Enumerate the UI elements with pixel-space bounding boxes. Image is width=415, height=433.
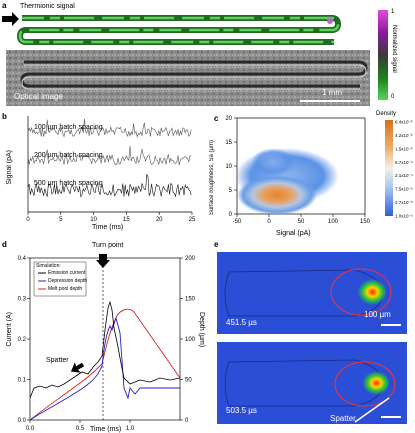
colorbar-max: 1 bbox=[391, 9, 395, 15]
x-tick-label: 50 bbox=[298, 219, 305, 225]
panel-d-xlabel: Time (ms) bbox=[90, 426, 122, 433]
scale-bar-line bbox=[300, 100, 360, 102]
panel-c-xlabel: Signal (pA) bbox=[276, 230, 311, 237]
scale-bar-e bbox=[381, 324, 401, 326]
x-tick-label: -50 bbox=[233, 219, 242, 225]
panel-b-xlabel: Time (ms) bbox=[92, 224, 124, 231]
colorbar-tick-label: 7.5x10⁻⁵ bbox=[395, 187, 413, 192]
colorbar-tick-label: 1.0x10⁻⁵ bbox=[395, 214, 413, 219]
y-tick-label-left: 0.3 bbox=[18, 297, 27, 303]
colorbar-min: 0 bbox=[391, 94, 395, 100]
spatter-pointer-line bbox=[354, 397, 390, 423]
series-line-500um bbox=[27, 174, 192, 198]
series-label-100um: 100 µm hatch spacing bbox=[34, 124, 103, 131]
spatter-arrow-icon bbox=[70, 362, 85, 373]
panel-b-letter: b bbox=[2, 112, 7, 121]
density-colorbar-title: Density bbox=[376, 111, 397, 117]
colorbar-tick-label: 1.5x10⁻³ bbox=[395, 146, 413, 151]
series-line-200um bbox=[27, 145, 192, 166]
y-tick-label: 20 bbox=[225, 116, 232, 122]
arrow-right-icon bbox=[2, 12, 19, 26]
scale-bar-label: 1 mm bbox=[322, 88, 342, 97]
panel-e-letter: e bbox=[214, 240, 219, 249]
optical-image bbox=[6, 50, 370, 106]
x-tick-label: 1.0 bbox=[126, 426, 135, 432]
series-label-500um: 500 µm hatch spacing bbox=[34, 180, 103, 187]
legend-title: Simulation: bbox=[36, 263, 61, 269]
x-tick-label: 150 bbox=[360, 219, 371, 225]
panel-a-letter: a bbox=[2, 1, 7, 10]
legend-melt-pool-depth: Melt pool depth bbox=[48, 286, 83, 292]
spatter-label-e: Spatter bbox=[330, 414, 356, 423]
x-tick-label: 20 bbox=[156, 217, 163, 223]
series-label-200um: 200 µm hatch spacing bbox=[34, 152, 103, 159]
x-tick-label: 5 bbox=[59, 217, 63, 223]
y-tick-label-right: 200 bbox=[185, 256, 196, 262]
y-tick-label-right: 150 bbox=[185, 297, 196, 303]
emission-current-line bbox=[29, 300, 181, 399]
colorbar-tick-label: 2.7x10⁻⁵ bbox=[395, 200, 413, 205]
x-tick-label: 0.5 bbox=[76, 426, 85, 432]
x-tick-label: 100 bbox=[328, 219, 339, 225]
y-tick-label-right: 50 bbox=[185, 378, 192, 384]
turn-point-label: Turn point bbox=[92, 242, 124, 249]
panel-d-chart: 0.0 0.5 1.0 0.0 0.1 0.2 0.3 0.4 0 50 100 150 200 bbox=[18, 254, 196, 432]
y-tick-label-left: 0.0 bbox=[18, 418, 27, 424]
panel-b-chart: 0 5 10 15 20 25 bbox=[26, 116, 196, 223]
simulation-frame-bottom bbox=[217, 342, 407, 424]
scale-bar-label-e: 100 µm bbox=[364, 310, 391, 319]
panel-d-ylabel-right: Depth (µm) bbox=[198, 312, 205, 348]
thermionic-scan-track bbox=[16, 11, 342, 48]
x-tick-label: 25 bbox=[189, 217, 196, 223]
y-tick-label: 5 bbox=[229, 188, 233, 194]
legend-depression-depth: Depression depth bbox=[48, 278, 88, 284]
panel-d-letter: d bbox=[2, 240, 7, 249]
colorbar-tick-label: 5.7x10⁻⁴ bbox=[395, 160, 413, 165]
panel-b-ylabel: Signal (pA) bbox=[6, 150, 13, 185]
colorbar-label: Normalized signal bbox=[391, 25, 397, 73]
turn-point-arrow-icon bbox=[96, 254, 110, 268]
y-tick-label-left: 0.1 bbox=[18, 378, 27, 384]
x-tick-label: 0 bbox=[267, 219, 271, 225]
time-label-top: 451.5 µs bbox=[226, 318, 257, 327]
panel-a-figure bbox=[2, 10, 388, 106]
colorbar-tick-label: 4.2x10⁻³ bbox=[395, 133, 413, 138]
y-tick-label-left: 0.4 bbox=[18, 256, 27, 262]
x-tick-label: 10 bbox=[90, 217, 97, 223]
y-tick-label: 10 bbox=[225, 164, 232, 170]
panel-d-ylabel-left: Current (A) bbox=[6, 312, 13, 347]
legend-emission-current: Emission current bbox=[48, 270, 86, 276]
simulation-frame-top bbox=[217, 252, 407, 334]
x-tick-label: 0 bbox=[26, 217, 30, 223]
panel-c-ylabel: Surface roughness, Sa (µm) bbox=[209, 140, 215, 216]
y-tick-label-right: 0 bbox=[185, 418, 189, 424]
melt-pool-depth-line bbox=[29, 308, 181, 421]
y-tick-label: 15 bbox=[225, 140, 232, 146]
y-tick-label-right: 100 bbox=[185, 337, 196, 343]
x-tick-label: 0.0 bbox=[26, 426, 35, 432]
optical-image-label: Optical image bbox=[14, 92, 63, 101]
series-line-100um bbox=[27, 118, 192, 138]
density-colorbar bbox=[385, 120, 393, 216]
x-tick-label: 15 bbox=[123, 217, 130, 223]
density-heatmap bbox=[235, 148, 339, 215]
thermionic-signal-label: Thermionic signal bbox=[20, 3, 75, 10]
y-tick-label-left: 0.2 bbox=[18, 337, 27, 343]
panel-e-figure bbox=[217, 252, 407, 424]
colorbar-tick-label: 6.4x10⁻³ bbox=[395, 120, 413, 125]
depression-depth-line bbox=[29, 316, 180, 421]
time-label-bottom: 503.5 µs bbox=[226, 406, 257, 415]
normalized-signal-colorbar bbox=[378, 10, 388, 100]
colorbar-tick-label: 2.1x10⁻⁴ bbox=[395, 173, 413, 178]
panel-c-letter: c bbox=[214, 114, 219, 123]
y-tick-label: 0 bbox=[229, 212, 233, 218]
spatter-label-d: Spatter bbox=[46, 357, 69, 364]
